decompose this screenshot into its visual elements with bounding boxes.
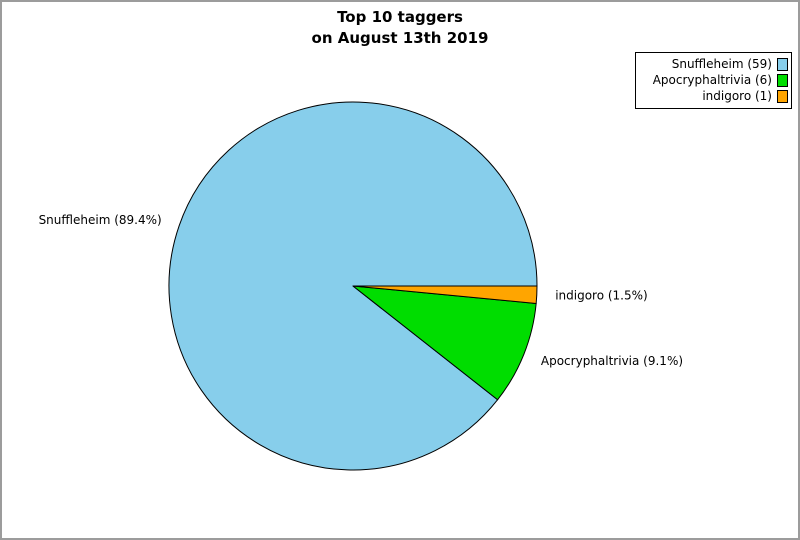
chart-title: Top 10 taggers on August 13th 2019 bbox=[2, 7, 798, 49]
legend-item-apocryphaltrivia: Apocryphaltrivia (6) bbox=[640, 73, 788, 88]
pie-slice-snuffleheim bbox=[168, 101, 538, 471]
legend-label-snuffleheim: Snuffleheim (59) bbox=[671, 57, 772, 71]
slice-label-indigoro: indigoro (1.5%) bbox=[555, 289, 648, 303]
legend-item-snuffleheim: Snuffleheim (59) bbox=[640, 57, 788, 72]
slice-label-apocryphaltrivia: Apocryphaltrivia (9.1%) bbox=[541, 354, 683, 368]
legend: Snuffleheim (59) Apocryphaltrivia (6) in… bbox=[635, 52, 792, 109]
legend-swatch-snuffleheim bbox=[777, 58, 788, 71]
legend-swatch-indigoro bbox=[777, 90, 788, 103]
legend-label-apocryphaltrivia: Apocryphaltrivia (6) bbox=[652, 73, 772, 87]
slice-label-snuffleheim: Snuffleheim (89.4%) bbox=[39, 213, 162, 227]
chart-title-line-1: Top 10 taggers bbox=[337, 8, 463, 26]
pie-slice-apocryphaltrivia bbox=[352, 285, 537, 401]
legend-label-indigoro: indigoro (1) bbox=[702, 89, 772, 103]
legend-swatch-apocryphaltrivia bbox=[777, 74, 788, 87]
pie-slice-indigoro bbox=[352, 285, 538, 304]
chart-title-line-2: on August 13th 2019 bbox=[311, 29, 489, 47]
legend-item-indigoro: indigoro (1) bbox=[640, 89, 788, 104]
